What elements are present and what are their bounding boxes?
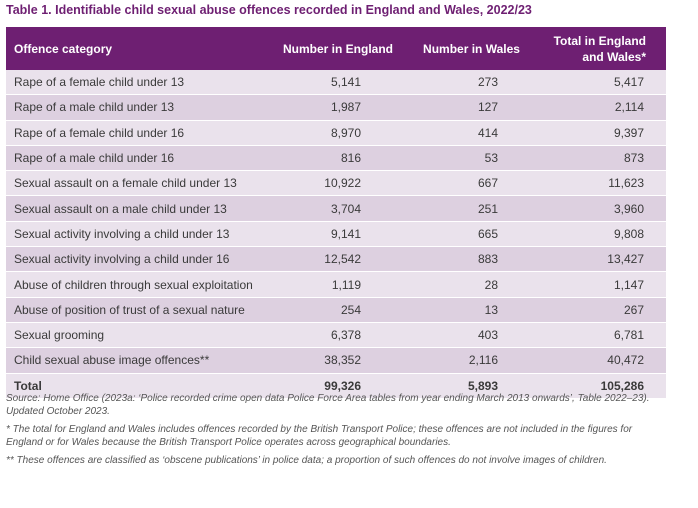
cell-england: 12,542 xyxy=(271,246,405,273)
cell-wales: 13 xyxy=(405,297,538,323)
cell-wales: 667 xyxy=(405,170,538,197)
cell-category: Sexual assault on a female child under 1… xyxy=(6,170,271,197)
header-category: Offence category xyxy=(6,27,271,70)
cell-wales: 403 xyxy=(405,322,538,349)
cell-wales: 127 xyxy=(405,94,538,121)
cell-total: 5,417 xyxy=(538,70,666,96)
total-label: Total xyxy=(6,373,271,399)
header-england: Number in England xyxy=(271,27,405,70)
cell-total: 6,781 xyxy=(538,322,666,349)
cell-england: 9,141 xyxy=(271,221,405,248)
cell-category: Rape of a male child under 16 xyxy=(6,145,271,172)
table-row: Rape of a male child under 13 1,987 127 … xyxy=(6,94,666,121)
cell-category: Sexual grooming xyxy=(6,322,271,349)
header-total-line1: Total in England xyxy=(553,33,646,48)
cell-england: 1,119 xyxy=(271,271,405,298)
cell-category: Abuse of position of trust of a sexual n… xyxy=(6,297,271,323)
cell-category: Rape of a male child under 13 xyxy=(6,94,271,121)
cell-category: Rape of a female child under 13 xyxy=(6,70,271,96)
table-row: Rape of a female child under 16 8,970 41… xyxy=(6,120,666,146)
cell-category: Abuse of children through sexual exploit… xyxy=(6,271,271,298)
cell-category: Sexual activity involving a child under … xyxy=(6,246,271,273)
cell-england: 816 xyxy=(271,145,405,172)
table-notes: Source: Home Office (2023a: ‘Police reco… xyxy=(6,393,666,474)
cell-total: 1,147 xyxy=(538,271,666,298)
table-row: Rape of a male child under 16 816 53 873 xyxy=(6,145,666,172)
cell-wales: 28 xyxy=(405,271,538,298)
table-row: Sexual grooming 6,378 403 6,781 xyxy=(6,322,666,349)
footnote-double-asterisk: ** These offences are classified as ‘obs… xyxy=(6,455,607,466)
cell-wales: 2,116 xyxy=(405,347,538,374)
cell-total: 3,960 xyxy=(538,195,666,222)
cell-england: 254 xyxy=(271,297,405,323)
cell-wales: 883 xyxy=(405,246,538,273)
table-row: Abuse of children through sexual exploit… xyxy=(6,271,666,298)
header-total-line2: and Wales* xyxy=(582,49,646,64)
header-wales: Number in Wales xyxy=(405,27,538,70)
cell-total: 9,397 xyxy=(538,120,666,146)
cell-wales: 273 xyxy=(405,70,538,96)
cell-wales: 665 xyxy=(405,221,538,248)
total-wales: 5,893 xyxy=(405,373,538,399)
table-row: Abuse of position of trust of a sexual n… xyxy=(6,297,666,323)
cell-total: 873 xyxy=(538,145,666,172)
table-row: Sexual activity involving a child under … xyxy=(6,221,666,248)
cell-england: 38,352 xyxy=(271,347,405,374)
total-england: 99,326 xyxy=(271,373,405,399)
cell-england: 6,378 xyxy=(271,322,405,349)
cell-england: 8,970 xyxy=(271,120,405,146)
cell-category: Rape of a female child under 16 xyxy=(6,120,271,146)
table-row: Child sexual abuse image offences** 38,3… xyxy=(6,347,666,374)
cell-england: 1,987 xyxy=(271,94,405,121)
cell-wales: 414 xyxy=(405,120,538,146)
cell-wales: 53 xyxy=(405,145,538,172)
table-row: Sexual assault on a male child under 13 … xyxy=(6,195,666,222)
total-all: 105,286 xyxy=(538,373,666,399)
cell-category: Child sexual abuse image offences** xyxy=(6,347,271,374)
cell-england: 10,922 xyxy=(271,170,405,197)
cell-category: Sexual activity involving a child under … xyxy=(6,221,271,248)
cell-total: 11,623 xyxy=(538,170,666,197)
cell-total: 40,472 xyxy=(538,347,666,374)
table-title: Table 1. Identifiable child sexual abuse… xyxy=(6,3,532,17)
cell-wales: 251 xyxy=(405,195,538,222)
cell-total: 13,427 xyxy=(538,246,666,273)
cell-total: 2,114 xyxy=(538,94,666,121)
cell-england: 5,141 xyxy=(271,70,405,96)
cell-total: 9,808 xyxy=(538,221,666,248)
cell-category: Sexual assault on a male child under 13 xyxy=(6,195,271,222)
cell-england: 3,704 xyxy=(271,195,405,222)
total-row: Total 99,326 5,893 105,286 xyxy=(6,373,666,399)
table-row: Sexual activity involving a child under … xyxy=(6,246,666,273)
cell-total: 267 xyxy=(538,297,666,323)
table-row: Rape of a female child under 13 5,141 27… xyxy=(6,70,666,96)
offences-table: Offence category Number in England Numbe… xyxy=(6,27,666,399)
footnote-single-asterisk: * The total for England and Wales includ… xyxy=(6,424,633,448)
header-row: Offence category Number in England Numbe… xyxy=(6,27,666,70)
source-note: Source: Home Office (2023a: ‘Police reco… xyxy=(6,393,650,417)
header-total: Total in England and Wales* xyxy=(538,27,666,70)
table-row: Sexual assault on a female child under 1… xyxy=(6,170,666,197)
